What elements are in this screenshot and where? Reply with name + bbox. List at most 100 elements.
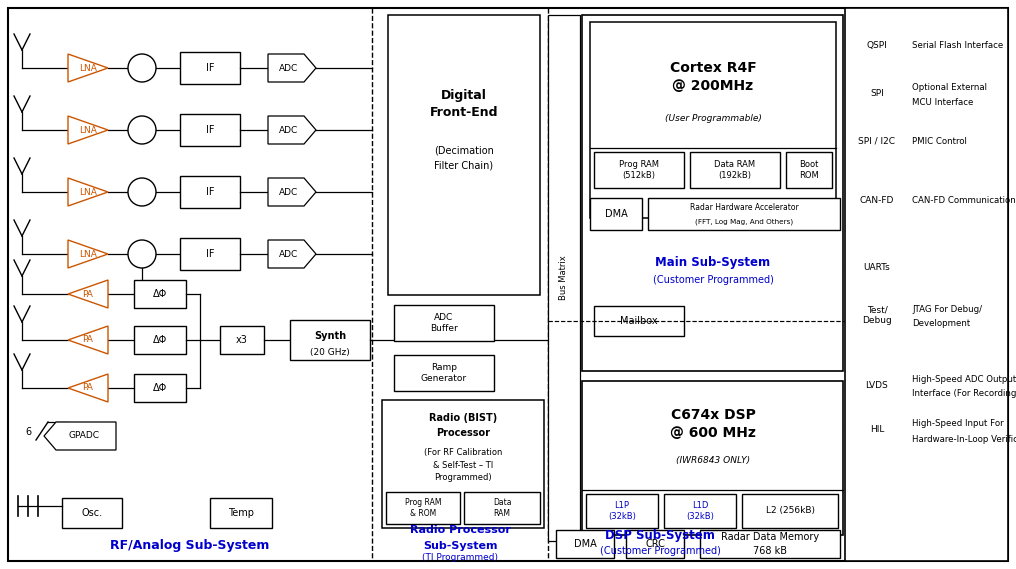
Text: ADC: ADC — [279, 188, 299, 196]
Text: (FFT, Log Mag, And Others): (FFT, Log Mag, And Others) — [695, 218, 793, 225]
FancyBboxPatch shape — [586, 494, 658, 528]
FancyBboxPatch shape — [690, 152, 780, 188]
Text: Processor: Processor — [436, 428, 490, 438]
Text: LNA: LNA — [79, 64, 97, 72]
FancyBboxPatch shape — [848, 30, 906, 60]
Text: Main Sub-System: Main Sub-System — [655, 255, 770, 269]
Text: Filter Chain): Filter Chain) — [435, 160, 494, 170]
Text: ADC
Buffer: ADC Buffer — [430, 314, 458, 333]
Text: 768 kB: 768 kB — [753, 546, 787, 556]
Text: ΔΦ: ΔΦ — [152, 335, 167, 345]
FancyBboxPatch shape — [848, 297, 906, 333]
Text: CAN-FD: CAN-FD — [860, 196, 894, 204]
FancyBboxPatch shape — [134, 374, 186, 402]
FancyBboxPatch shape — [848, 126, 906, 156]
Polygon shape — [44, 422, 116, 450]
Text: LVDS: LVDS — [866, 381, 888, 390]
Text: IF: IF — [206, 187, 214, 197]
FancyBboxPatch shape — [210, 498, 272, 528]
Text: PA: PA — [82, 290, 93, 299]
Text: (User Programmable): (User Programmable) — [664, 113, 761, 122]
Polygon shape — [68, 326, 108, 354]
Text: SPI / I2C: SPI / I2C — [859, 137, 895, 146]
Text: DSP Sub-System: DSP Sub-System — [606, 530, 715, 542]
Text: Digital: Digital — [441, 89, 487, 101]
FancyBboxPatch shape — [848, 370, 906, 400]
FancyBboxPatch shape — [664, 494, 736, 528]
Text: L2 (256kB): L2 (256kB) — [765, 506, 815, 516]
Text: Programmed): Programmed) — [434, 473, 492, 483]
Text: Osc.: Osc. — [81, 508, 103, 518]
Text: LNA: LNA — [79, 249, 97, 258]
Text: (Decimation: (Decimation — [434, 145, 494, 155]
FancyBboxPatch shape — [556, 530, 614, 558]
FancyBboxPatch shape — [382, 400, 544, 528]
Polygon shape — [68, 54, 108, 82]
FancyBboxPatch shape — [594, 152, 684, 188]
Text: (TI Programmed): (TI Programmed) — [422, 554, 498, 563]
Text: High-Speed Input For: High-Speed Input For — [912, 419, 1004, 428]
Text: PA: PA — [82, 384, 93, 393]
Text: ΔΦ: ΔΦ — [152, 289, 167, 299]
Text: RF/Analog Sub-System: RF/Analog Sub-System — [111, 538, 269, 551]
Text: Sub-System: Sub-System — [423, 541, 497, 551]
FancyBboxPatch shape — [388, 15, 539, 295]
FancyBboxPatch shape — [582, 381, 843, 535]
Text: Data RAM
(192kB): Data RAM (192kB) — [714, 160, 756, 180]
Polygon shape — [68, 240, 108, 268]
Text: Radar Hardware Accelerator: Radar Hardware Accelerator — [690, 203, 799, 212]
Text: IF: IF — [206, 125, 214, 135]
Text: (20 GHz): (20 GHz) — [310, 348, 350, 357]
Text: ΔΦ: ΔΦ — [152, 383, 167, 393]
Text: CAN-FD Communication: CAN-FD Communication — [912, 196, 1016, 204]
Text: DMA: DMA — [574, 539, 596, 549]
Text: Serial Flash Interface: Serial Flash Interface — [912, 40, 1003, 50]
Text: IF: IF — [206, 63, 214, 73]
Text: PMIC Control: PMIC Control — [912, 137, 967, 146]
FancyBboxPatch shape — [590, 198, 642, 230]
Text: LNA: LNA — [79, 126, 97, 134]
Circle shape — [128, 54, 156, 82]
Text: ADC: ADC — [279, 64, 299, 72]
FancyBboxPatch shape — [386, 492, 460, 524]
Text: Radio Processor: Radio Processor — [409, 525, 510, 535]
FancyBboxPatch shape — [180, 114, 240, 146]
Text: CRC: CRC — [645, 539, 664, 549]
Text: PA: PA — [82, 336, 93, 344]
Circle shape — [128, 178, 156, 206]
Text: Synth: Synth — [314, 331, 346, 341]
Text: IF: IF — [206, 249, 214, 259]
FancyBboxPatch shape — [848, 185, 906, 215]
Text: L1P
(32kB): L1P (32kB) — [608, 501, 636, 521]
Text: (IWR6843 ONLY): (IWR6843 ONLY) — [676, 456, 750, 464]
FancyBboxPatch shape — [648, 198, 840, 230]
FancyBboxPatch shape — [180, 176, 240, 208]
FancyBboxPatch shape — [845, 8, 1008, 561]
Text: Ramp
Generator: Ramp Generator — [421, 363, 467, 383]
Text: (Customer Programmed): (Customer Programmed) — [652, 275, 773, 285]
Circle shape — [128, 116, 156, 144]
Text: Optional External: Optional External — [912, 83, 987, 92]
FancyBboxPatch shape — [134, 326, 186, 354]
Polygon shape — [68, 374, 108, 402]
Text: ADC: ADC — [279, 249, 299, 258]
Text: Development: Development — [912, 320, 970, 328]
FancyBboxPatch shape — [290, 320, 370, 360]
FancyBboxPatch shape — [594, 306, 684, 336]
Text: 6: 6 — [25, 427, 31, 437]
Text: Mailbox: Mailbox — [620, 316, 657, 326]
FancyBboxPatch shape — [700, 530, 840, 558]
FancyBboxPatch shape — [464, 492, 539, 524]
FancyBboxPatch shape — [394, 305, 494, 341]
Text: Prog RAM
& ROM: Prog RAM & ROM — [404, 498, 441, 518]
Text: MCU Interface: MCU Interface — [912, 97, 973, 106]
Text: High-Speed ADC Output: High-Speed ADC Output — [912, 374, 1016, 384]
Text: GPADC: GPADC — [68, 431, 100, 440]
FancyBboxPatch shape — [134, 280, 186, 308]
FancyBboxPatch shape — [848, 78, 906, 108]
Polygon shape — [68, 280, 108, 308]
FancyBboxPatch shape — [394, 355, 494, 391]
Circle shape — [128, 240, 156, 268]
FancyBboxPatch shape — [220, 326, 264, 354]
Text: @ 200MHz: @ 200MHz — [673, 79, 754, 93]
